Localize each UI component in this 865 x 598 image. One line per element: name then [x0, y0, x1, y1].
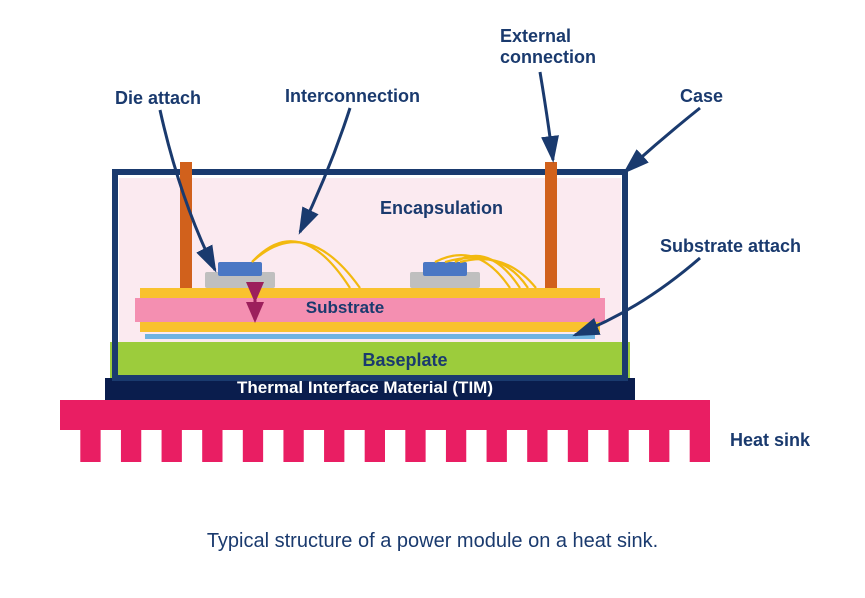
die-top-1 [423, 262, 467, 276]
label-case: Case [680, 86, 723, 107]
label-substrate-attach: Substrate attach [660, 236, 801, 257]
label-external-connection: Externalconnection [500, 26, 596, 68]
arrow-case [625, 108, 700, 172]
heatsink-body [60, 400, 710, 430]
arrow-die_attach [160, 110, 215, 270]
bondwire-0 [252, 241, 350, 288]
case-outline [115, 172, 625, 378]
label-interconnection: Interconnection [285, 86, 420, 107]
substrate-attach-layer [145, 334, 595, 339]
label-heat-sink: Heat sink [730, 430, 810, 451]
die-top-0 [218, 262, 262, 276]
die-base-1 [410, 272, 480, 288]
terminal-0 [180, 162, 192, 288]
die-base-0 [205, 272, 275, 288]
bondwire-2 [435, 255, 510, 288]
label-substrate: Substrate [280, 298, 410, 318]
label-baseplate: Baseplate [340, 350, 470, 371]
caption-text: Typical structure of a power module on a… [0, 530, 865, 553]
label-encapsulation: Encapsulation [380, 198, 503, 219]
label-die-attach: Die attach [115, 88, 201, 109]
arrow-external1 [540, 72, 553, 160]
label-tim: Thermal Interface Material (TIM) [150, 378, 580, 398]
terminal-1 [545, 162, 557, 288]
arrow-interconnection [300, 108, 350, 232]
bondwire-1 [252, 242, 360, 288]
bondwire-5 [460, 259, 536, 288]
bondwire-3 [455, 256, 520, 288]
bondwire-4 [445, 258, 528, 288]
arrow-substrate_attach [575, 258, 700, 335]
